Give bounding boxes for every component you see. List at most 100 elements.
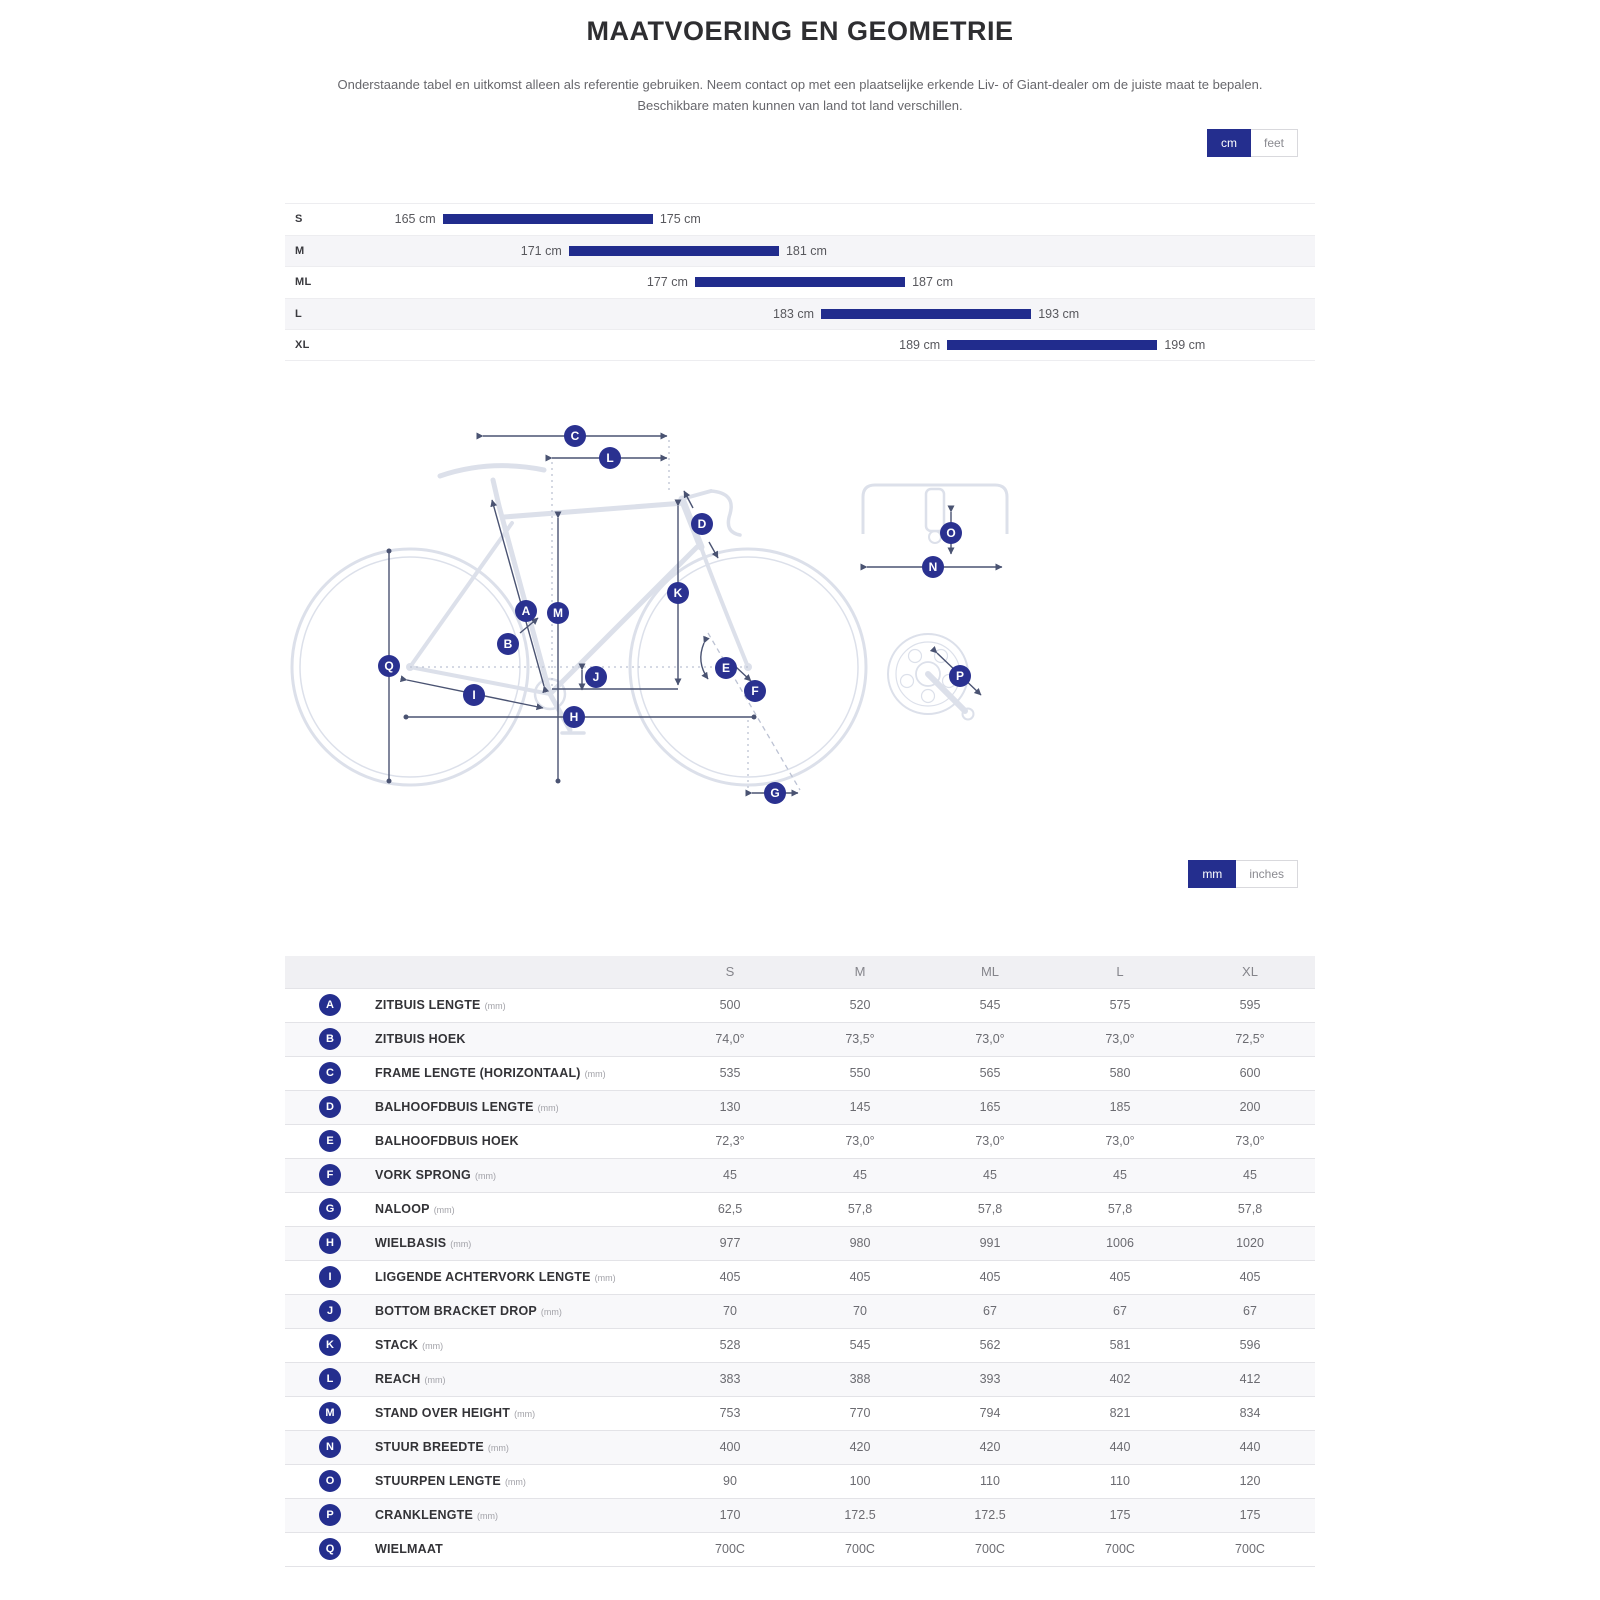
measurement-value: 73,0° <box>1105 1134 1135 1148</box>
dimension-line-d-top <box>683 490 694 509</box>
measurement-value: 420 <box>979 1440 1001 1454</box>
measurement-unit: (mm) <box>584 1069 606 1079</box>
measurement-value: 581 <box>1109 1338 1131 1352</box>
row-letter-badge: I <box>319 1266 341 1288</box>
row-badge-cell: E <box>285 1124 375 1158</box>
svg-text:C: C <box>571 429 580 443</box>
measurement-label: BOTTOM BRACKET DROP <box>375 1304 537 1318</box>
measurement-value: 977 <box>719 1236 741 1250</box>
size-row-m: M 171 cm 181 cm <box>285 234 1315 266</box>
geometry-row-m: M STAND OVER HEIGHT (mm) 753 770 794 821 834 <box>285 1396 1315 1430</box>
range-max-label: 187 cm <box>912 275 954 289</box>
measurement-value: 67 <box>1243 1304 1257 1318</box>
geometry-unit-toggle: mm inches <box>1188 860 1298 888</box>
measurement-value: 412 <box>1239 1372 1261 1386</box>
measurement-value: 145 <box>849 1100 871 1114</box>
row-label-cell: STUUR BREEDTE (mm) <box>375 1430 665 1464</box>
measurement-value: 700C <box>1235 1542 1265 1556</box>
row-label-cell: STUURPEN LENGTE (mm) <box>375 1464 665 1498</box>
size-row-l: L 183 cm 193 cm <box>285 297 1315 329</box>
row-letter-badge: A <box>319 994 341 1016</box>
range-min-label: 177 cm <box>646 275 688 289</box>
measurement-value: 73,0° <box>975 1134 1005 1148</box>
measurement-value: 45 <box>853 1168 867 1182</box>
svg-text:M: M <box>553 606 563 620</box>
size-row-ml: ML 177 cm 187 cm <box>285 266 1315 298</box>
diagram-marker-q: Q <box>378 655 400 677</box>
range-max-label: 193 cm <box>1038 306 1080 321</box>
row-label-cell: FRAME LENGTE (HORIZONTAAL) (mm) <box>375 1056 665 1090</box>
measurement-value: 200 <box>1239 1100 1261 1114</box>
measurement-value: 100 <box>849 1474 871 1488</box>
measurement-value: 794 <box>979 1406 1001 1420</box>
measurement-label: VORK SPRONG <box>375 1168 471 1182</box>
geometry-unit-mm-button[interactable]: mm <box>1188 860 1237 888</box>
diagram-marker-l: L <box>599 447 621 469</box>
measurement-value: 545 <box>849 1338 871 1352</box>
svg-text:F: F <box>751 684 758 698</box>
svg-text:L: L <box>606 451 613 465</box>
height-unit-cm-button[interactable]: cm <box>1206 129 1251 157</box>
row-badge-cell: N <box>285 1430 375 1464</box>
measurement-value: 45 <box>723 1168 737 1182</box>
geometry-row-n: N STUUR BREEDTE (mm) 400 420 420 440 440 <box>285 1430 1315 1464</box>
svg-text:P: P <box>956 669 964 683</box>
measurement-value: 130 <box>719 1100 741 1114</box>
measurement-label: STUUR BREEDTE <box>375 1440 484 1454</box>
measurement-value: 45 <box>983 1168 997 1182</box>
row-label-cell: VORK SPRONG (mm) <box>375 1158 665 1192</box>
measurement-value: 62,5 <box>717 1202 743 1216</box>
measurement-value: 72,5° <box>1235 1032 1265 1046</box>
svg-text:Q: Q <box>384 659 393 673</box>
range-min-label: 183 cm <box>773 306 815 321</box>
row-badge-cell: A <box>285 988 375 1022</box>
angle-arrow-e <box>700 635 710 680</box>
svg-text:B: B <box>504 637 513 651</box>
measurement-value: 73,0° <box>845 1134 875 1148</box>
row-letter-badge: M <box>319 1402 341 1424</box>
size-column-header-l: L <box>1116 964 1124 980</box>
geometry-row-p: P CRANKLENGTE (mm) 170 172.5 172.5 175 175 <box>285 1498 1315 1532</box>
measurement-value: 600 <box>1239 1066 1261 1080</box>
geometry-table-body: A ZITBUIS LENGTE (mm) 500 520 545 575 595 B ZITBU… <box>285 988 1315 1566</box>
measurement-value: 595 <box>1239 998 1261 1012</box>
measurement-value: 575 <box>1109 998 1131 1012</box>
measurement-unit: (mm) <box>484 1001 506 1011</box>
rider-height-size-chart: S 165 cm 175 cm M 171 cm 181 cm ML 177 cm 187 cm… <box>285 203 1315 361</box>
diagram-marker-o: O <box>940 522 962 544</box>
geometry-unit-inches-button[interactable]: inches <box>1236 860 1298 888</box>
measurement-value: 400 <box>719 1440 741 1454</box>
measurement-value: 821 <box>1109 1406 1131 1420</box>
measurement-unit: (mm) <box>514 1409 536 1419</box>
row-letter-badge: L <box>319 1368 341 1390</box>
saddle-and-seatpost <box>437 463 547 509</box>
diagram-marker-e: E <box>715 657 737 679</box>
row-letter-badge: C <box>319 1062 341 1084</box>
size-column-header-s: S <box>725 964 735 980</box>
measurement-value: 67 <box>1113 1304 1127 1318</box>
angle-arrow-b <box>519 617 539 634</box>
handlebar-front-view <box>861 483 1009 544</box>
size-column-header-xl: XL <box>1242 964 1258 980</box>
row-label-cell: WIELBASIS (mm) <box>375 1226 665 1260</box>
diagram-marker-b: B <box>497 633 519 655</box>
measurement-value: 110 <box>980 1474 1000 1488</box>
measurement-value: 834 <box>1239 1406 1261 1420</box>
row-letter-badge: B <box>319 1028 341 1050</box>
measurement-label: STAND OVER HEIGHT <box>375 1406 511 1420</box>
size-row-label: L <box>295 307 303 320</box>
measurement-unit: (mm) <box>537 1103 559 1113</box>
geometry-row-h: H WIELBASIS (mm) 977 980 991 1006 1020 <box>285 1226 1315 1260</box>
measurement-value: 991 <box>979 1236 1001 1250</box>
measurement-value: 172.5 <box>974 1508 1006 1522</box>
row-badge-cell: H <box>285 1226 375 1260</box>
size-row-label: XL <box>295 339 310 351</box>
row-badge-cell: G <box>285 1192 375 1226</box>
height-unit-feet-button[interactable]: feet <box>1250 129 1298 157</box>
measurement-value: 550 <box>849 1066 871 1080</box>
range-min-label: 171 cm <box>520 243 562 258</box>
measurement-value: 528 <box>719 1338 741 1352</box>
row-badge-cell: Q <box>285 1532 375 1566</box>
diagram-marker-g: G <box>764 782 786 804</box>
row-label-cell: REACH (mm) <box>375 1362 665 1396</box>
